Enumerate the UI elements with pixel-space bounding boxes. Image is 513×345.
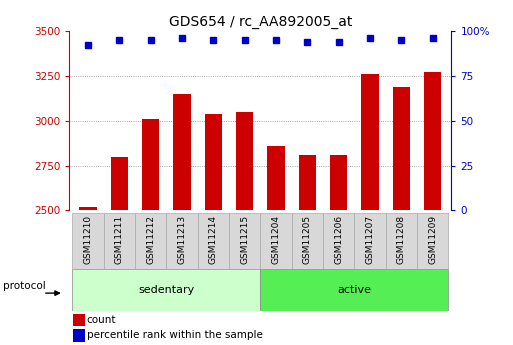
- Text: GSM11210: GSM11210: [84, 215, 92, 264]
- Text: GSM11214: GSM11214: [209, 215, 218, 264]
- Text: protocol: protocol: [4, 281, 46, 290]
- Bar: [111, 157, 128, 210]
- FancyBboxPatch shape: [72, 213, 104, 269]
- Bar: [299, 155, 316, 210]
- Text: GSM11213: GSM11213: [177, 215, 187, 264]
- Text: GSM11208: GSM11208: [397, 215, 406, 264]
- Text: GSM11211: GSM11211: [115, 215, 124, 264]
- Text: sedentary: sedentary: [138, 285, 194, 295]
- Bar: [73, 314, 85, 326]
- FancyBboxPatch shape: [323, 213, 354, 269]
- Text: active: active: [338, 285, 371, 295]
- FancyBboxPatch shape: [261, 269, 448, 310]
- Bar: [267, 146, 285, 210]
- Text: percentile rank within the sample: percentile rank within the sample: [87, 331, 263, 340]
- FancyBboxPatch shape: [354, 213, 386, 269]
- FancyBboxPatch shape: [261, 213, 292, 269]
- Text: count: count: [87, 315, 116, 325]
- FancyBboxPatch shape: [72, 269, 261, 310]
- FancyBboxPatch shape: [386, 213, 417, 269]
- Bar: [236, 112, 253, 210]
- Text: GSM11206: GSM11206: [334, 215, 343, 264]
- Bar: [73, 329, 85, 342]
- Text: GSM11212: GSM11212: [146, 215, 155, 264]
- Text: GSM11204: GSM11204: [271, 215, 281, 264]
- FancyBboxPatch shape: [417, 213, 448, 269]
- Bar: [361, 74, 379, 210]
- Bar: [173, 94, 191, 210]
- FancyBboxPatch shape: [135, 213, 166, 269]
- Bar: [424, 72, 441, 210]
- Text: GSM11209: GSM11209: [428, 215, 437, 264]
- Bar: [80, 207, 96, 210]
- Bar: [330, 155, 347, 210]
- FancyBboxPatch shape: [292, 213, 323, 269]
- Bar: [142, 119, 160, 210]
- FancyBboxPatch shape: [198, 213, 229, 269]
- FancyBboxPatch shape: [229, 213, 261, 269]
- Text: GSM11207: GSM11207: [365, 215, 374, 264]
- Title: GDS654 / rc_AA892005_at: GDS654 / rc_AA892005_at: [169, 14, 352, 29]
- FancyBboxPatch shape: [166, 213, 198, 269]
- Bar: [205, 114, 222, 210]
- FancyBboxPatch shape: [104, 213, 135, 269]
- Text: GSM11215: GSM11215: [240, 215, 249, 264]
- Text: GSM11205: GSM11205: [303, 215, 312, 264]
- Bar: [393, 87, 410, 210]
